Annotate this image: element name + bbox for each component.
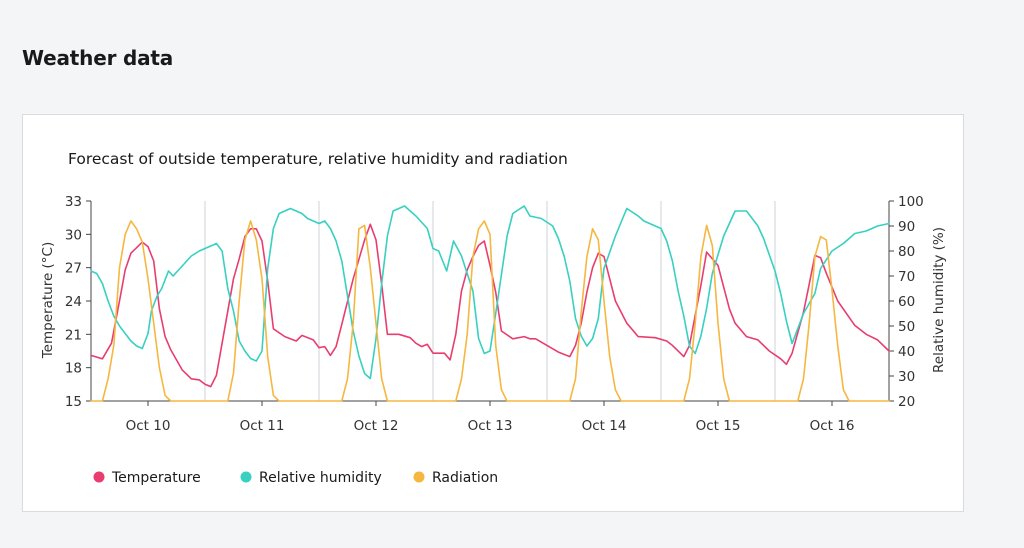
y-right-tick-label: 30 bbox=[898, 369, 915, 385]
y-right-tick-label: 60 bbox=[898, 294, 915, 310]
legend-label: Temperature bbox=[111, 470, 201, 486]
y-left-tick-label: 21 bbox=[65, 327, 82, 343]
axes: 33 30 27 24 21 18 15 100 90 80 70 60 50 40 30 20 Oct 10 O… bbox=[65, 194, 924, 434]
y-right-tick-label: 40 bbox=[898, 344, 915, 360]
y-axis-left-label: Temperature (°C) bbox=[40, 242, 56, 360]
y-right-tick-label: 100 bbox=[898, 194, 924, 210]
x-tick-label: Oct 12 bbox=[354, 418, 399, 434]
y-left-tick-label: 33 bbox=[65, 194, 82, 210]
y-right-tick-label: 90 bbox=[898, 219, 915, 235]
y-axis-right-label: Relative humidity (%) bbox=[931, 227, 947, 373]
y-right-tick-label: 50 bbox=[898, 319, 915, 335]
y-left-tick-label: 18 bbox=[65, 361, 82, 377]
page-title: Weather data bbox=[22, 46, 174, 70]
series-line-radiation bbox=[90, 220, 890, 402]
x-tick-label: Oct 15 bbox=[696, 418, 741, 434]
legend-marker bbox=[240, 471, 252, 483]
legend-label: Radiation bbox=[432, 470, 498, 486]
series-line-relative-humidity bbox=[90, 205, 890, 380]
legend-marker bbox=[413, 471, 425, 483]
series-line-temperature bbox=[90, 223, 890, 388]
y-left-tick-label: 27 bbox=[65, 261, 82, 277]
chart-card: Forecast of outside temperature, relativ… bbox=[22, 114, 964, 512]
series-layer bbox=[90, 205, 890, 402]
x-tick-label: Oct 13 bbox=[468, 418, 513, 434]
x-tick-label: Oct 11 bbox=[240, 418, 285, 434]
x-tick-label: Oct 16 bbox=[810, 418, 855, 434]
y-left-tick-label: 15 bbox=[65, 394, 82, 410]
chart-title: Forecast of outside temperature, relativ… bbox=[68, 150, 568, 168]
weather-chart: Forecast of outside temperature, relativ… bbox=[40, 150, 947, 486]
x-tick-label: Oct 10 bbox=[126, 418, 171, 434]
x-tick-label: Oct 14 bbox=[582, 418, 627, 434]
y-left-tick-label: 24 bbox=[65, 294, 82, 310]
legend-marker bbox=[93, 471, 105, 483]
y-left-tick-label: 30 bbox=[65, 227, 82, 243]
legend: Temperature Relative humidity Radiation bbox=[93, 470, 498, 486]
legend-label: Relative humidity bbox=[259, 470, 382, 486]
y-right-tick-label: 20 bbox=[898, 394, 915, 410]
grid bbox=[204, 201, 776, 401]
y-right-tick-label: 80 bbox=[898, 244, 915, 260]
y-right-tick-label: 70 bbox=[898, 269, 915, 285]
